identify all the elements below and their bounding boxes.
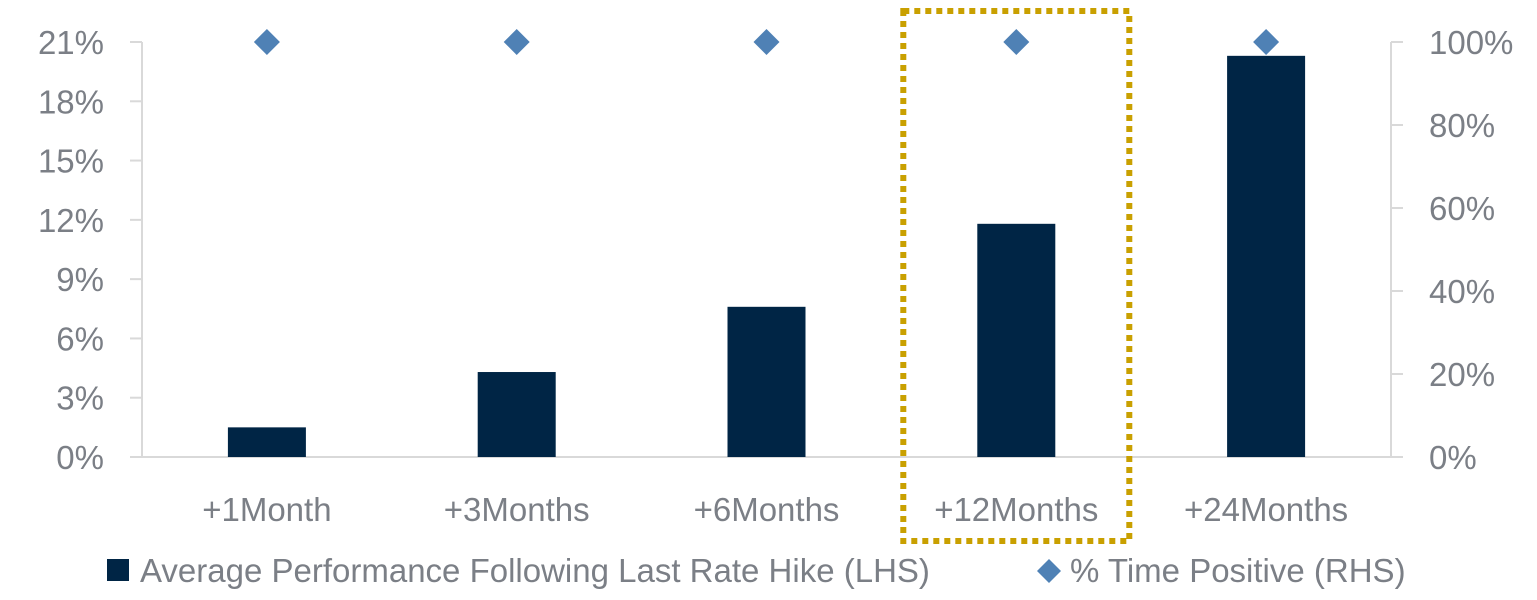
diamond-point [753, 29, 780, 55]
left-axis-tick-label: 6% [56, 320, 104, 357]
right-axis-tick-label: 80% [1429, 107, 1495, 144]
diamond-point [1253, 29, 1280, 55]
category-label: +3Months [444, 491, 590, 528]
bar-series [227, 55, 1306, 457]
left-axis-tick-label: 0% [56, 439, 104, 476]
category-label: +12Months [934, 491, 1098, 528]
right-axis-tick-label: 100% [1429, 24, 1513, 61]
right-axis-tick-label: 40% [1429, 273, 1495, 310]
bar [727, 306, 806, 457]
highlight-box-outline [900, 8, 1133, 544]
category-label: +6Months [694, 491, 840, 528]
bar [477, 372, 556, 457]
right-axis-tick-label: 0% [1429, 439, 1477, 476]
left-axis-tick-label: 15% [38, 143, 104, 180]
legend: Average Performance Following Last Rate … [107, 552, 1406, 589]
bar [227, 427, 306, 457]
bar [1227, 55, 1306, 457]
left-axis-tick-label: 12% [38, 202, 104, 239]
legend-bar-label: Average Performance Following Last Rate … [140, 552, 930, 589]
axes: 0% 3% 6% 9% 12% 15% 18% 21% 0% 20% 40% 60% 80% 100% +1… [38, 24, 1513, 528]
left-axis-tick-label: 9% [56, 261, 104, 298]
diamond-point [503, 29, 530, 55]
right-axis-tick-label: 60% [1429, 190, 1495, 227]
highlight-box [900, 8, 1133, 544]
diamond-point [253, 29, 280, 55]
category-label: +1Month [202, 491, 331, 528]
diamond-series [253, 29, 1280, 55]
right-axis-tick-label: 20% [1429, 356, 1495, 393]
category-label: +24Months [1184, 491, 1348, 528]
bar [977, 223, 1056, 457]
legend-diamond-label: % Time Positive (RHS) [1070, 552, 1406, 589]
left-axis-tick-label: 21% [38, 24, 104, 61]
left-axis-tick-label: 3% [56, 380, 104, 417]
diamond-point [1003, 29, 1030, 55]
legend-diamond-swatch [1037, 559, 1061, 583]
legend-bar-swatch [107, 559, 129, 581]
left-axis-tick-label: 18% [38, 83, 104, 120]
